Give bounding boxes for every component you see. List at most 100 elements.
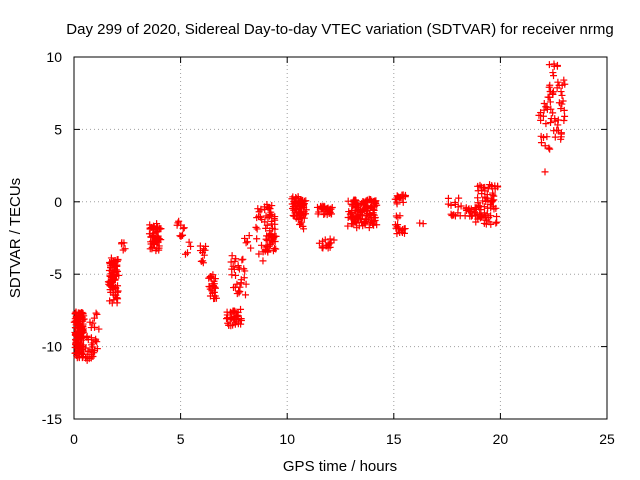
data-point	[396, 212, 404, 220]
data-point	[114, 288, 122, 296]
x-tick-label: 0	[70, 431, 78, 447]
data-point	[487, 220, 495, 228]
y-tick-label: -5	[50, 266, 63, 282]
data-point	[351, 218, 359, 226]
data-point	[233, 280, 241, 288]
data-point	[370, 218, 378, 226]
data-point	[371, 213, 379, 221]
data-point	[242, 280, 250, 288]
data-point	[540, 100, 548, 108]
data-point	[546, 98, 554, 106]
data-point	[373, 201, 381, 209]
data-point	[157, 225, 165, 233]
data-point	[537, 116, 545, 124]
data-point	[199, 259, 207, 267]
data-point	[314, 210, 322, 218]
data-point	[557, 135, 565, 143]
data-point	[113, 299, 121, 307]
data-point	[393, 200, 401, 208]
data-point	[399, 198, 407, 206]
y-tick-label: 10	[46, 49, 62, 65]
y-tick-label: 5	[54, 121, 62, 137]
data-point	[549, 109, 557, 117]
data-point	[120, 239, 128, 247]
x-tick-label: 20	[493, 431, 509, 447]
data-point	[185, 238, 193, 246]
data-point	[345, 208, 353, 216]
data-points	[70, 60, 569, 364]
data-point	[238, 256, 246, 264]
point-cluster-20	[391, 191, 409, 208]
data-point	[487, 212, 495, 220]
data-point	[262, 224, 270, 232]
y-tick-label: -10	[42, 339, 62, 355]
x-axis-title: GPS time / hours	[283, 458, 397, 475]
data-point	[546, 145, 554, 153]
data-point	[484, 185, 492, 193]
data-point	[560, 117, 568, 125]
data-point	[241, 291, 249, 299]
data-point	[92, 309, 100, 317]
data-point	[492, 219, 500, 227]
data-point	[93, 345, 101, 353]
data-point	[545, 61, 553, 69]
data-point	[111, 276, 119, 284]
data-point	[121, 245, 129, 253]
data-point	[247, 244, 255, 252]
point-cluster-8	[196, 242, 210, 267]
data-point	[155, 235, 163, 243]
data-point	[302, 206, 310, 214]
data-point	[211, 275, 219, 283]
data-point	[539, 112, 547, 120]
data-point	[89, 353, 97, 361]
data-point	[394, 221, 402, 229]
data-point	[541, 168, 549, 176]
data-point	[232, 255, 240, 263]
data-point	[179, 231, 187, 239]
data-point	[272, 232, 280, 240]
x-tick-label: 10	[279, 431, 295, 447]
grid-lines	[74, 57, 607, 419]
data-point	[561, 112, 569, 120]
data-point	[212, 294, 220, 302]
data-point	[541, 142, 549, 150]
chart-title: Day 299 of 2020, Sidereal Day-to-day VTE…	[66, 21, 613, 38]
data-point	[545, 83, 553, 91]
data-point	[557, 130, 565, 138]
y-tick-label: -15	[42, 411, 62, 427]
data-point	[232, 271, 240, 279]
data-point	[93, 310, 101, 318]
data-point	[259, 257, 267, 265]
data-point	[79, 325, 87, 333]
data-point	[547, 105, 555, 113]
point-cluster-3	[104, 254, 123, 307]
data-point	[550, 72, 558, 80]
data-point	[543, 133, 551, 141]
data-point	[371, 198, 379, 206]
data-point	[153, 220, 161, 228]
data-point	[202, 242, 210, 250]
point-cluster-6	[173, 217, 188, 241]
data-point	[326, 208, 334, 216]
point-cluster-2	[86, 309, 103, 333]
data-point	[211, 284, 219, 292]
data-point	[557, 88, 565, 96]
data-point	[243, 238, 251, 246]
data-point	[80, 350, 88, 358]
data-point	[560, 76, 568, 84]
data-point	[490, 205, 498, 213]
point-cluster-16	[294, 215, 308, 233]
data-point	[542, 120, 550, 128]
point-cluster-24	[444, 194, 465, 220]
data-point	[326, 243, 334, 251]
data-point	[356, 215, 364, 223]
data-point	[242, 239, 250, 247]
data-point	[229, 307, 237, 315]
y-axis-tick-labels: -15 -10 -5 0 5 10	[42, 49, 62, 427]
data-point	[148, 245, 156, 253]
data-point	[80, 312, 88, 320]
data-point	[187, 242, 195, 250]
data-point	[554, 78, 562, 86]
data-point	[300, 225, 308, 233]
